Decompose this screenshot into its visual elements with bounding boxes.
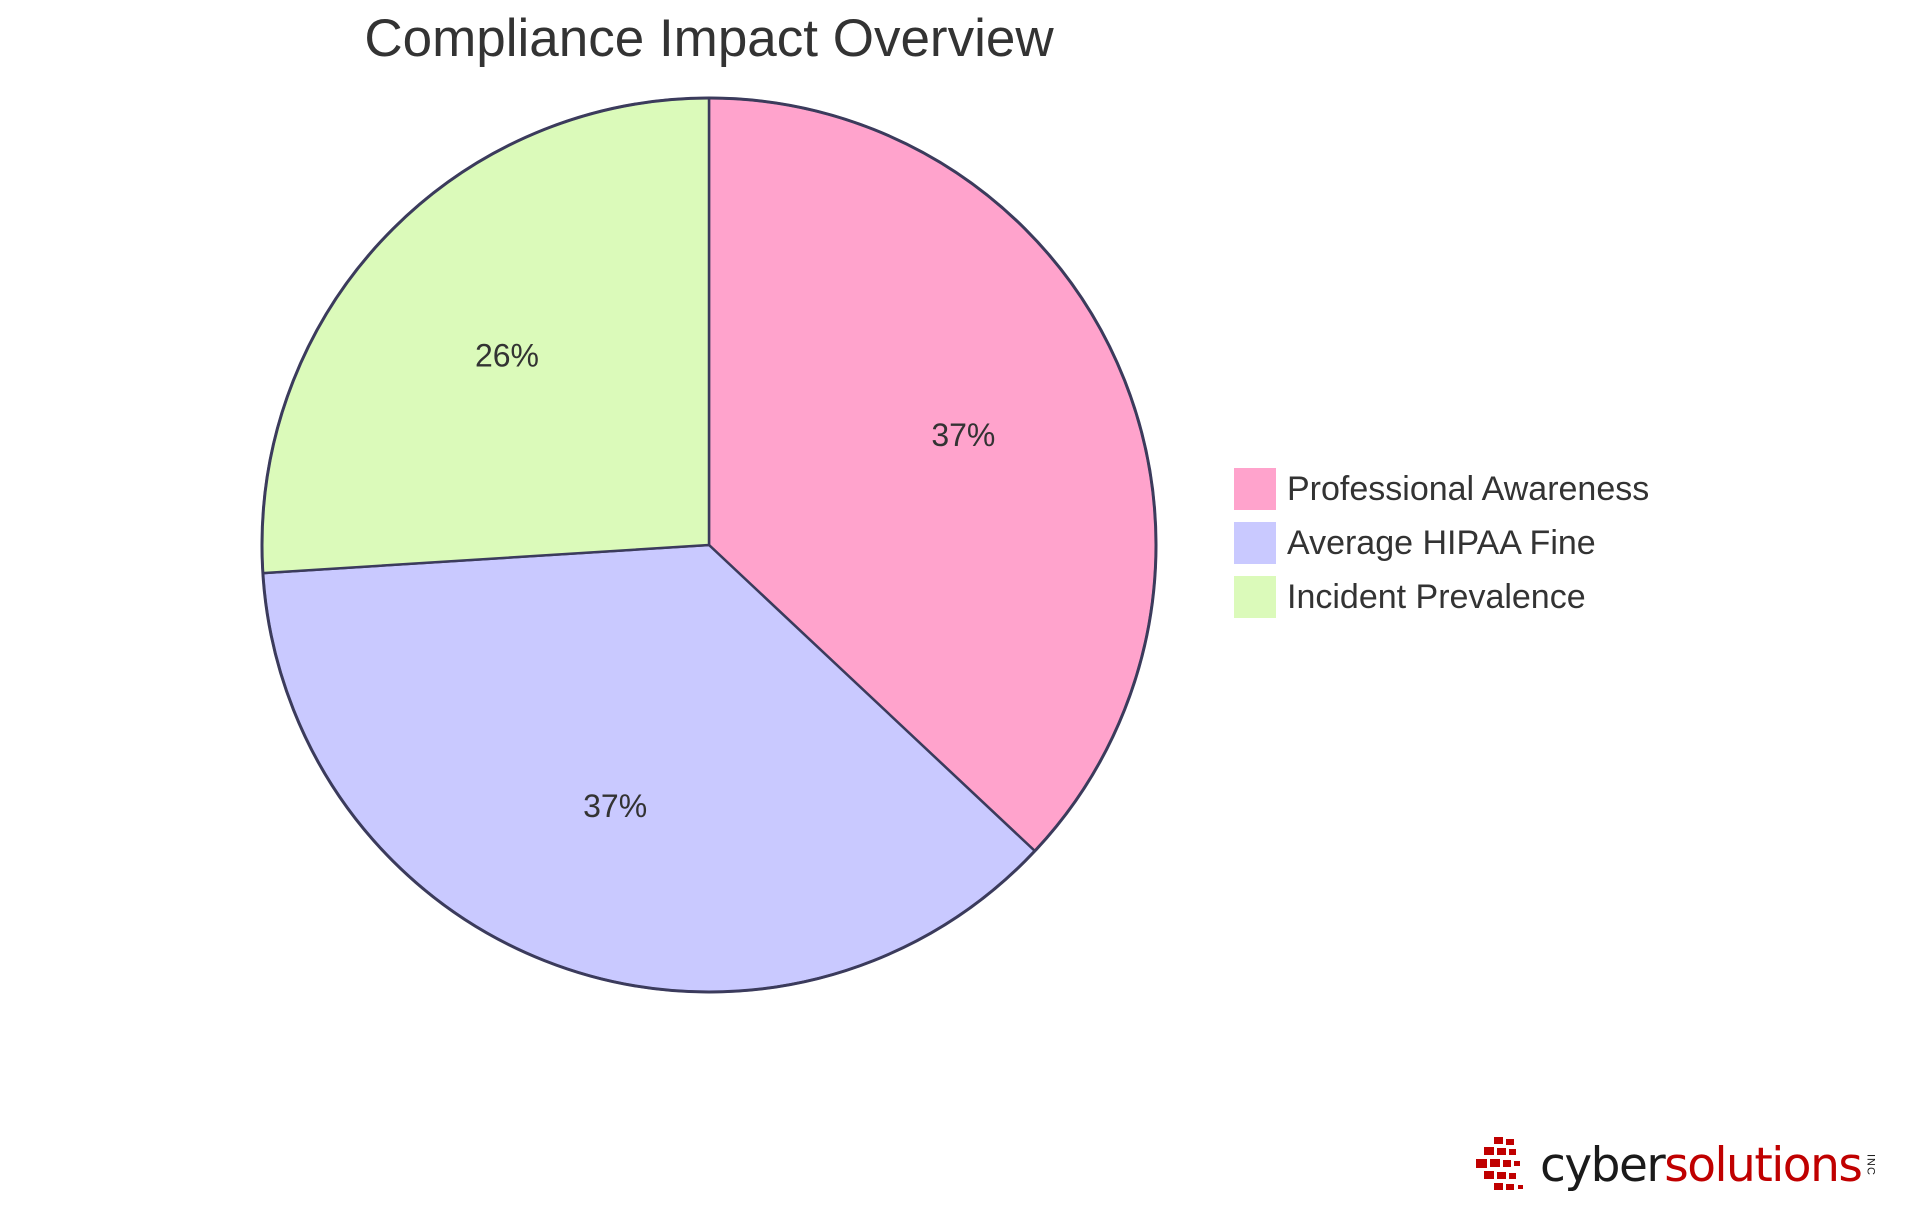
- pie-outline: [260, 96, 1158, 994]
- logo-mark-icon: [1476, 1137, 1523, 1190]
- legend-swatch: [1234, 468, 1276, 510]
- logo-word-solutions: solutions: [1664, 1137, 1863, 1193]
- logo-wordmark: cybersolutions: [1540, 1142, 1863, 1189]
- pie-slice-percent-label: 37%: [931, 417, 995, 453]
- company-logo: cybersolutions INC: [1474, 1130, 1894, 1200]
- legend-label: Incident Prevalence: [1287, 577, 1586, 616]
- pie-slice-percent-label: 26%: [475, 337, 539, 373]
- legend-swatch: [1234, 576, 1276, 618]
- legend-item-average-hipaa-fine: Average HIPAA Fine: [1234, 516, 1649, 570]
- legend: Professional Awareness Average HIPAA Fin…: [1234, 462, 1649, 624]
- legend-swatch: [1234, 522, 1276, 564]
- pie-slice-incident-prevalence: [260, 96, 711, 575]
- legend-item-professional-awareness: Professional Awareness: [1234, 462, 1649, 516]
- logo-inc: INC: [1864, 1154, 1877, 1176]
- legend-item-incident-prevalence: Incident Prevalence: [1234, 570, 1649, 624]
- chart-title: Compliance Impact Overview: [364, 9, 1054, 68]
- legend-label: Average HIPAA Fine: [1287, 523, 1596, 562]
- logo-word-cyber: cyber: [1540, 1137, 1666, 1193]
- legend-label: Professional Awareness: [1287, 469, 1650, 508]
- pie-slice-percent-label: 37%: [583, 788, 647, 824]
